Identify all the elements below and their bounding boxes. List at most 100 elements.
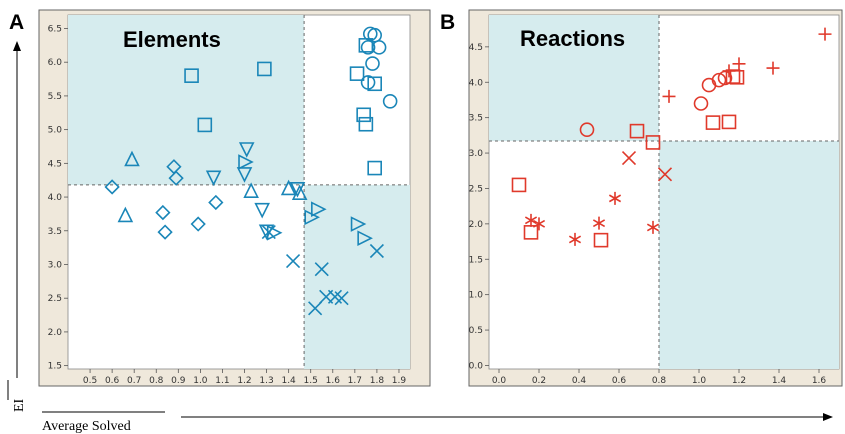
panel-a-shaded-quadrants bbox=[68, 15, 410, 369]
panel-a-point-triangle-right bbox=[311, 201, 327, 217]
panel-a-x-tick-label: 1.7 bbox=[348, 376, 362, 386]
panel-a-point-triangle-up bbox=[124, 150, 140, 167]
panel-a-x-tick-label: 0.5 bbox=[83, 376, 97, 386]
panel-b-y-tick-label: 3.5 bbox=[469, 114, 483, 124]
panel-b-title: Reactions bbox=[520, 26, 625, 51]
panel-b-point-circle bbox=[579, 122, 595, 137]
panel-a-x-tick-label: 1.4 bbox=[281, 376, 296, 386]
panel-a-point-square bbox=[358, 38, 374, 53]
panel-a-point-square bbox=[349, 66, 365, 81]
panel-b-y-tick-label: 2.5 bbox=[469, 184, 483, 194]
panel-a-y-tick-label: 3.5 bbox=[48, 227, 62, 237]
panel-b-y-tick-label: 2.0 bbox=[469, 220, 484, 230]
panel-a-point-x bbox=[285, 254, 301, 269]
panel-a-point-triangle-up bbox=[280, 179, 297, 196]
panel-a-x-tick-label: 1.2 bbox=[237, 376, 251, 386]
panel-b-point-asterisk bbox=[646, 220, 660, 234]
panel-b-point-x bbox=[621, 150, 637, 166]
panel-a-point-triangle-down bbox=[289, 181, 306, 198]
panel-a-y-tick-label: 5.0 bbox=[48, 126, 63, 136]
panel-b-shade-top-left bbox=[489, 15, 659, 142]
panel-a-x-tick-label: 1.8 bbox=[370, 376, 385, 386]
panel-a-y-tick-label: 4.5 bbox=[48, 159, 62, 169]
panel-a-letter: A bbox=[9, 11, 24, 34]
panel-a-point-triangle-right bbox=[304, 209, 320, 226]
panel-a-x-tick-label: 1.0 bbox=[193, 376, 208, 386]
panel-a-threshold-lines bbox=[68, 15, 410, 369]
panel-a-point-x bbox=[334, 291, 349, 306]
panel-b-shade-bottom-right bbox=[659, 141, 839, 369]
panel-b-point-circle bbox=[693, 96, 709, 111]
panel-a-point-circle bbox=[365, 56, 380, 71]
panel-a-x-tick-label: 0.6 bbox=[105, 376, 120, 386]
panel-a-point-x bbox=[369, 243, 384, 259]
panel-a-y-tick-label: 5.5 bbox=[48, 92, 62, 102]
panel-a-y-tick-label: 6.0 bbox=[48, 58, 63, 68]
panel-b-point-square bbox=[705, 115, 721, 130]
panel-a-point-diamond bbox=[155, 204, 171, 221]
panel-a-point-circle bbox=[382, 94, 398, 109]
panel-a-x-tick-label: 1.6 bbox=[326, 376, 341, 386]
panel-b-point-x bbox=[657, 167, 673, 182]
panel-b-point-plus bbox=[732, 57, 746, 71]
panel-b-y-tick-label: 1.5 bbox=[469, 255, 483, 265]
panel-a-point-triangle-right bbox=[357, 230, 373, 246]
panel-b-point-asterisk bbox=[592, 216, 606, 230]
panel-b-y-tick-label: 3.0 bbox=[469, 149, 484, 159]
panel-b-point-circle bbox=[717, 70, 733, 86]
panel-b-y-tick-label: 4.0 bbox=[469, 78, 484, 88]
panel-a-x-tick-label: 0.8 bbox=[149, 376, 164, 386]
panel-a-x-tick-label: 0.7 bbox=[127, 376, 141, 386]
panel-b-point-circle bbox=[711, 72, 727, 88]
panel-a-point-diamond bbox=[190, 216, 206, 232]
panel-a-point-x bbox=[261, 225, 276, 240]
panel-b-y-tick-label: 0.5 bbox=[469, 326, 483, 336]
y-axis-label: EI bbox=[12, 398, 27, 412]
panel-a-point-circle bbox=[360, 40, 376, 55]
panel-a-y-tick-label: 4.0 bbox=[48, 193, 63, 203]
panel-b-threshold-lines bbox=[489, 15, 839, 369]
panel-b-point-square bbox=[511, 177, 527, 193]
panel-a-chart: 0.5 0.6 0.7 0.8 0.9 1.0 1.1 1.2 1.3 1.4 1.5 1.6 1.7 1… bbox=[9, 9, 431, 387]
panel-b-point-square bbox=[593, 232, 609, 248]
panel-b-point-asterisk bbox=[608, 191, 622, 205]
panel-b-points bbox=[511, 27, 832, 248]
panel-a-title: Elements bbox=[123, 27, 221, 52]
panel-b-point-square bbox=[729, 70, 745, 85]
panel-a-points bbox=[104, 26, 398, 316]
panel-a-point-square bbox=[367, 160, 382, 176]
panel-a-point-triangle-down bbox=[236, 167, 253, 183]
panel-a-point-square bbox=[184, 68, 199, 83]
panel-b-point-asterisk bbox=[568, 232, 582, 246]
panel-a-y-tick-label: 2.0 bbox=[48, 328, 63, 338]
panel-b-x-tick-label: 0.2 bbox=[532, 376, 546, 386]
panel-b-y-tick-label: 1.0 bbox=[469, 291, 484, 301]
panel-a-y-tick-label: 2.5 bbox=[48, 294, 62, 304]
panel-a-point-square bbox=[358, 116, 374, 132]
panel-a-point-triangle-up bbox=[243, 182, 259, 198]
panel-b-y-tick-label: 0.0 bbox=[469, 361, 484, 371]
panel-a-point-triangle-down bbox=[254, 202, 270, 219]
panel-a-point-diamond bbox=[157, 224, 173, 240]
panel-b-point-asterisk bbox=[532, 217, 546, 231]
panel-b-chart: 0.0 0.2 0.4 0.6 0.8 1.0 1.2 1.4 1.6 0.0 0.5 1.0 1.5 2… bbox=[440, 9, 843, 387]
panel-a-y-tick-label: 3.0 bbox=[48, 260, 63, 270]
panel-b-point-plus bbox=[818, 27, 832, 41]
panel-a-point-triangle-right bbox=[350, 216, 367, 232]
panel-b-letter: B bbox=[440, 11, 455, 34]
panel-b-point-plus bbox=[766, 61, 780, 75]
panel-a-point-diamond bbox=[104, 179, 120, 195]
panel-a-point-triangle-right bbox=[238, 154, 254, 170]
panel-a-point-triangle-up bbox=[117, 206, 134, 223]
panel-a-y-tick-label: 6.5 bbox=[48, 24, 62, 34]
panel-a-ticks: 0.5 0.6 0.7 0.8 0.9 1.0 1.1 1.2 1.3 1.4 1.5 1.6 1.7 1… bbox=[48, 24, 407, 386]
panel-a-x-tick-label: 0.9 bbox=[171, 376, 186, 386]
panel-a-shade-bottom-right bbox=[304, 184, 410, 369]
panel-a-shade-top-left bbox=[68, 15, 305, 185]
panel-a-point-square bbox=[367, 76, 382, 92]
panel-a-x-tick-label: 1.5 bbox=[304, 376, 318, 386]
panel-b-point-asterisk bbox=[524, 213, 538, 227]
panel-a-y-tick-label: 1.5 bbox=[48, 362, 62, 372]
panel-a-point-triangle-down bbox=[238, 142, 255, 158]
